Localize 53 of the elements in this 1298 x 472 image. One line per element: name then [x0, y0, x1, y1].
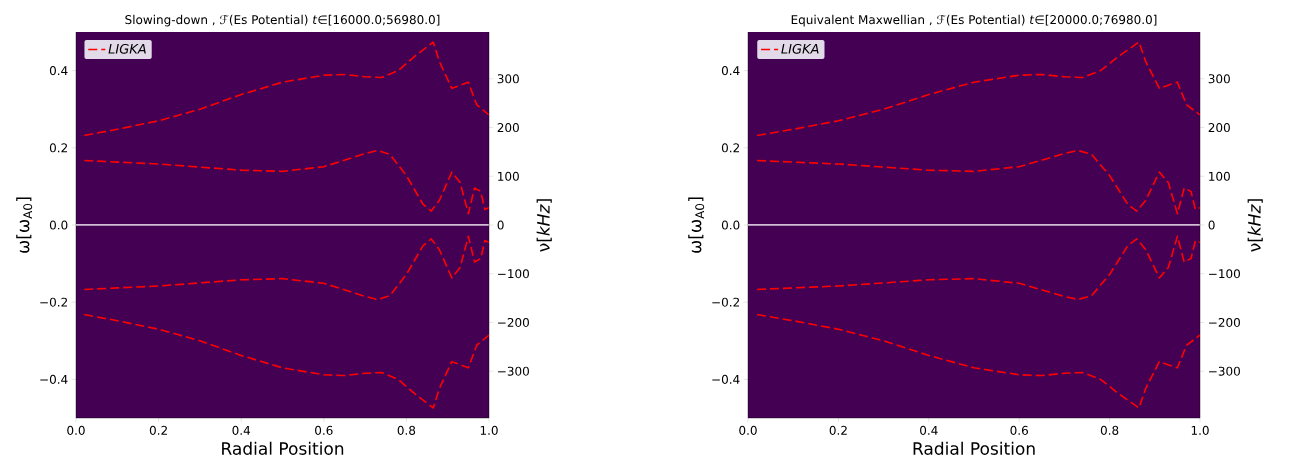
- line-series: [83, 149, 489, 215]
- y-tick-label: 0.0: [49, 220, 68, 230]
- y2-axis-title: ν[kHz]: [536, 199, 552, 252]
- line-series: [756, 313, 1201, 409]
- y-tick-label: −0.4: [712, 374, 740, 384]
- line-series: [756, 149, 1201, 215]
- y-tick-label: 0.0: [721, 220, 740, 230]
- x-tick-label: 0.8: [1100, 425, 1119, 435]
- x-tick-label: 0.2: [149, 425, 167, 435]
- y2-tick-label: 300: [1208, 74, 1230, 84]
- y2-axis-title: ν[kHz]: [1247, 199, 1263, 252]
- x-tick-label: 0.4: [232, 425, 251, 435]
- y2-tick-label: 0: [497, 220, 504, 230]
- y-axis-title: ω[ω$_{A0}$]: [16, 197, 33, 253]
- y-tick-label: 0.4: [49, 66, 68, 76]
- x-axis-title: Radial Position: [222, 441, 344, 455]
- y-tick-label: 0.4: [721, 66, 740, 76]
- y2-tick-label: −100: [498, 269, 529, 279]
- y-tick-label: 0.2: [721, 143, 739, 153]
- y2-tick-label: −200: [1209, 317, 1240, 328]
- line-series: [83, 313, 489, 409]
- legend-label: LIGKA: [108, 43, 146, 54]
- y2-tick-label: −300: [498, 366, 529, 376]
- y-tick-label: −0.2: [712, 297, 739, 307]
- legend-label: LIGKA: [781, 43, 819, 54]
- chart-title: Equivalent Maxwellian , ℱ(Es Potential) t∈[20000.0;76980.0]: [791, 14, 1157, 27]
- y2-tick-label: 200: [1208, 122, 1230, 133]
- y-tick-label: 0.2: [49, 143, 67, 153]
- chart-title: Slowing-down , ℱ(Es Potential) t∈[16000.0;56980.0]: [125, 14, 440, 27]
- y-tick-label: −0.2: [40, 297, 67, 307]
- line-series: [756, 41, 1201, 137]
- y2-tick-label: −200: [498, 317, 529, 328]
- y-axis-title: ω[ω$_{A0}$]: [688, 197, 705, 253]
- x-tick-label: 0.6: [315, 425, 333, 435]
- x-tick-label: 0.6: [1010, 425, 1028, 435]
- line-series: [83, 41, 489, 137]
- x-axis-title: Radial Position: [913, 441, 1035, 455]
- x-tick-label: 0.8: [397, 425, 416, 435]
- x-tick-label: 0.2: [829, 425, 847, 435]
- y2-tick-label: 100: [1209, 171, 1230, 181]
- y2-tick-label: 200: [497, 122, 519, 133]
- x-tick-label: 1.0: [1191, 425, 1209, 435]
- x-tick-label: 1.0: [480, 425, 498, 435]
- y2-tick-label: 100: [498, 171, 519, 181]
- y2-tick-label: −100: [1209, 269, 1240, 279]
- y-tick-label: −0.4: [40, 374, 68, 384]
- y2-tick-label: 300: [497, 74, 519, 84]
- x-tick-label: 0.4: [920, 425, 938, 435]
- x-tick-label: 0.0: [67, 425, 85, 435]
- line-series: [83, 235, 489, 301]
- x-tick-label: 0.0: [739, 425, 757, 435]
- y2-tick-label: 0: [1208, 220, 1215, 230]
- y2-tick-label: −300: [1209, 366, 1240, 376]
